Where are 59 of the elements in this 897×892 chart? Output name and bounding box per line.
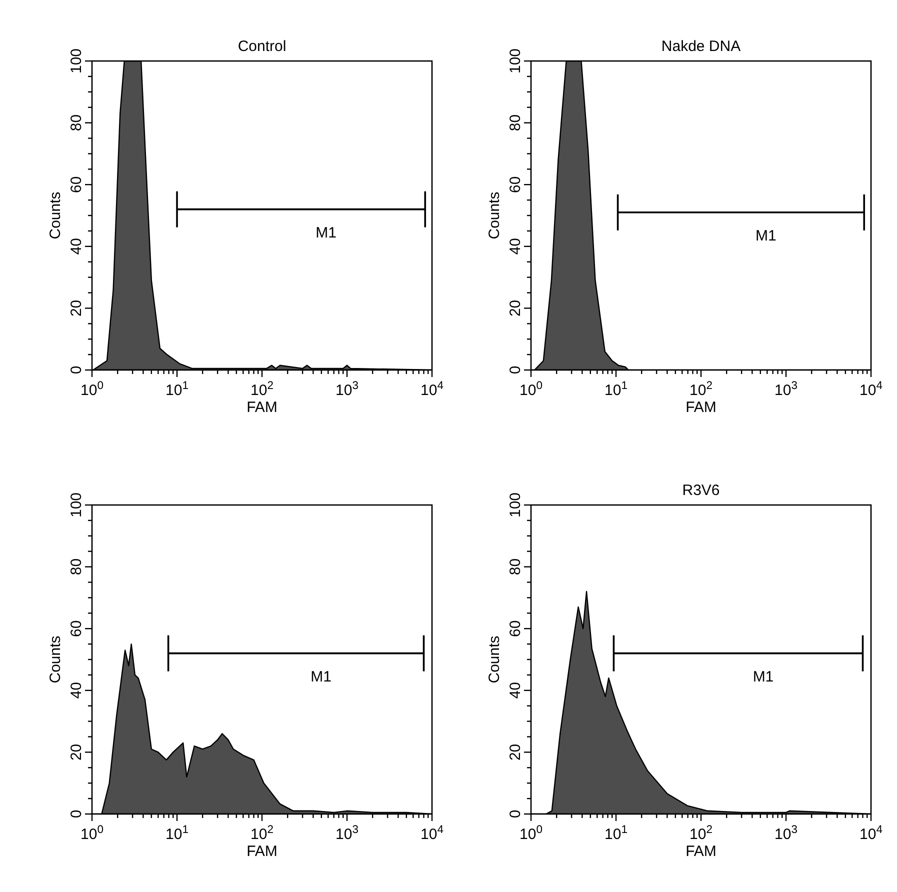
x-axis-title: FAM [686, 399, 716, 416]
y-tick-label: 20 [507, 744, 524, 761]
y-tick-label: 20 [68, 300, 85, 317]
x-axis-title: FAM [246, 843, 278, 860]
x-tick-label: 10$^{0}$ [80, 824, 104, 843]
y-tick-label: 40 [68, 238, 85, 255]
y-tick-label: 60 [68, 176, 85, 193]
x-tick-label: 10$^{2}$ [250, 380, 274, 399]
y-axis-title: Counts [47, 636, 64, 684]
x-tick-label: 10$^{0}$ [520, 380, 542, 399]
y-tick-label: 100 [68, 492, 85, 518]
x-tick-label: 10$^{2}$ [690, 380, 712, 399]
x-tick-label: 10$^{3}$ [336, 380, 358, 399]
y-tick-label: 60 [507, 176, 524, 193]
x-tick-label: 10$^{0}$ [520, 824, 542, 843]
x-tick-label: 10$^{1}$ [166, 380, 188, 399]
x-tick-label: 10$^{4}$ [860, 380, 882, 399]
x-tick-label: 10$^{2}$ [250, 824, 274, 843]
x-tick-label: 10$^{1}$ [166, 824, 188, 843]
series-label: M1 [316, 224, 336, 242]
y-tick-label: 0 [68, 366, 85, 374]
y-tick-label: 40 [507, 238, 524, 255]
y-tick-label: 20 [68, 744, 85, 761]
y-tick-label: 80 [68, 114, 85, 132]
x-tick-label: 10$^{1}$ [604, 380, 628, 399]
x-tick-label: 10$^{3}$ [774, 380, 798, 399]
x-axis-title: FAM [686, 843, 716, 860]
y-axis-title: Counts [486, 192, 503, 240]
x-tick-label: 10$^{4}$ [420, 380, 444, 399]
x-tick-label: 10$^{0}$ [80, 380, 104, 399]
x-axis-title: FAM [246, 399, 278, 416]
y-tick-label: 40 [68, 682, 85, 699]
y-tick-label: 100 [507, 492, 524, 518]
y-tick-label: 100 [507, 48, 524, 74]
y-tick-label: 40 [507, 682, 524, 699]
y-tick-label: 0 [507, 366, 524, 374]
series-label: M1 [310, 668, 332, 686]
x-tick-label: 10$^{4}$ [420, 824, 444, 843]
chart-title: Control [238, 38, 286, 55]
x-tick-label: 10$^{2}$ [690, 824, 712, 843]
y-tick-label: 80 [507, 558, 524, 576]
y-tick-label: 60 [68, 620, 85, 637]
y-tick-label: 0 [507, 810, 524, 818]
y-tick-label: 0 [68, 810, 85, 818]
y-tick-label: 100 [68, 48, 85, 74]
y-tick-label: 80 [68, 558, 85, 576]
series-label: M1 [752, 668, 774, 686]
x-tick-label: 10$^{3}$ [336, 824, 358, 843]
x-tick-label: 10$^{3}$ [774, 824, 798, 843]
chart-title: R3V6 [682, 482, 720, 499]
y-axis-title: Counts [47, 192, 64, 240]
y-tick-label: 20 [507, 300, 524, 317]
x-tick-label: 10$^{1}$ [604, 824, 628, 843]
y-axis-title: Counts [486, 636, 503, 684]
x-tick-label: 10$^{4}$ [860, 824, 882, 843]
y-tick-label: 80 [507, 114, 524, 132]
y-tick-label: 60 [507, 620, 524, 637]
chart-title: Nakde DNA [661, 38, 741, 55]
series-label: M1 [756, 227, 776, 244]
